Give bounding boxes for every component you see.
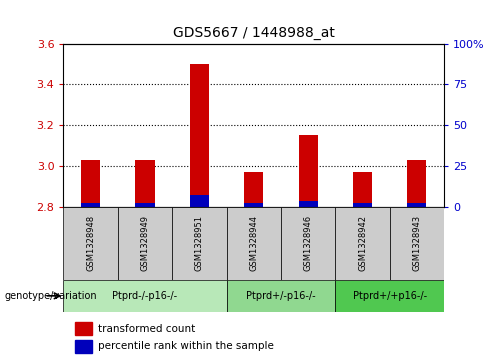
Bar <box>244 203 264 207</box>
Bar <box>407 160 427 207</box>
Text: Ptprd-/-p16-/-: Ptprd-/-p16-/- <box>112 291 178 301</box>
Bar <box>226 207 281 280</box>
Text: percentile rank within the sample: percentile rank within the sample <box>98 341 274 351</box>
Bar <box>63 207 118 280</box>
Text: GSM1328944: GSM1328944 <box>249 215 258 271</box>
Bar <box>75 340 92 353</box>
Bar <box>281 207 335 280</box>
Bar <box>335 207 390 280</box>
Bar <box>136 160 155 207</box>
Bar <box>63 280 226 312</box>
Text: genotype/variation: genotype/variation <box>5 291 98 301</box>
Bar <box>136 203 155 207</box>
Bar <box>353 172 372 207</box>
Bar <box>172 207 226 280</box>
Text: GSM1328943: GSM1328943 <box>412 215 422 271</box>
Text: GSM1328942: GSM1328942 <box>358 215 367 271</box>
Title: GDS5667 / 1448988_at: GDS5667 / 1448988_at <box>173 26 335 40</box>
Text: GSM1328948: GSM1328948 <box>86 215 95 271</box>
Text: transformed count: transformed count <box>98 324 195 334</box>
Bar <box>335 280 444 312</box>
Text: Ptprd+/+p16-/-: Ptprd+/+p16-/- <box>353 291 427 301</box>
Bar <box>244 172 264 207</box>
Text: Ptprd+/-p16-/-: Ptprd+/-p16-/- <box>246 291 316 301</box>
Text: GSM1328949: GSM1328949 <box>141 215 149 271</box>
Bar <box>190 195 209 207</box>
Bar <box>118 207 172 280</box>
Bar <box>75 322 92 335</box>
Bar <box>81 203 100 207</box>
Bar <box>299 135 318 207</box>
Bar <box>407 203 427 207</box>
Bar <box>81 160 100 207</box>
Bar <box>190 64 209 207</box>
Bar <box>299 201 318 207</box>
Text: GSM1328951: GSM1328951 <box>195 215 204 271</box>
Bar <box>226 280 335 312</box>
Bar <box>390 207 444 280</box>
Bar <box>353 203 372 207</box>
Text: GSM1328946: GSM1328946 <box>304 215 313 271</box>
